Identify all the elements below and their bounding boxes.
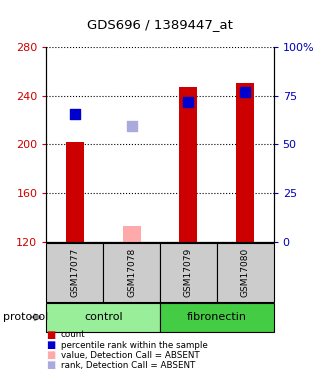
Bar xyxy=(236,84,254,242)
Bar xyxy=(46,243,103,302)
Text: protocol: protocol xyxy=(3,312,48,322)
Text: ■: ■ xyxy=(47,340,56,350)
Bar xyxy=(217,243,274,302)
Bar xyxy=(46,303,160,332)
Text: GSM17080: GSM17080 xyxy=(241,248,250,297)
Text: percentile rank within the sample: percentile rank within the sample xyxy=(61,340,208,350)
Text: ■: ■ xyxy=(47,360,56,370)
Text: GSM17079: GSM17079 xyxy=(184,248,193,297)
Bar xyxy=(179,87,197,242)
Point xyxy=(72,111,77,117)
Text: value, Detection Call = ABSENT: value, Detection Call = ABSENT xyxy=(61,351,200,360)
Bar xyxy=(123,226,141,242)
Text: GDS696 / 1389447_at: GDS696 / 1389447_at xyxy=(87,18,233,31)
Bar xyxy=(66,142,84,242)
Point xyxy=(129,123,134,129)
Bar xyxy=(160,303,274,332)
Text: rank, Detection Call = ABSENT: rank, Detection Call = ABSENT xyxy=(61,361,195,370)
Text: GSM17077: GSM17077 xyxy=(70,248,79,297)
Bar xyxy=(103,243,160,302)
Text: ■: ■ xyxy=(47,350,56,360)
Point xyxy=(186,99,191,105)
Text: ■: ■ xyxy=(47,330,56,340)
Point xyxy=(243,89,248,95)
Text: count: count xyxy=(61,330,85,339)
Bar xyxy=(160,243,217,302)
Text: control: control xyxy=(84,312,123,322)
Text: fibronectin: fibronectin xyxy=(187,312,247,322)
Text: GSM17078: GSM17078 xyxy=(127,248,136,297)
